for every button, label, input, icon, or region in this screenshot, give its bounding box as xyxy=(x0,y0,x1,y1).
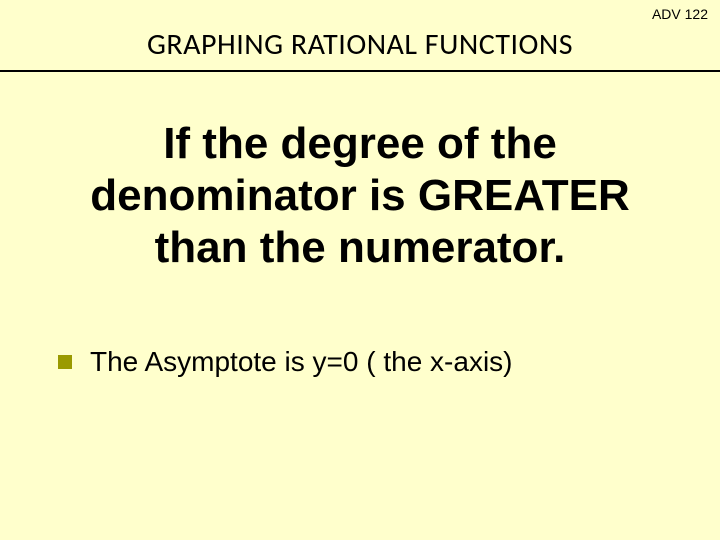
bullet-square-icon xyxy=(58,355,72,369)
main-statement: If the degree of the denominator is GREA… xyxy=(45,118,675,274)
bullet-text: The Asymptote is y=0 ( the x-axis) xyxy=(90,346,513,378)
page-title: GRAPHING RATIONAL FUNCTIONS xyxy=(0,26,720,63)
bullet-item: The Asymptote is y=0 ( the x-axis) xyxy=(58,346,513,378)
title-divider xyxy=(0,70,720,72)
course-code: ADV 122 xyxy=(652,6,708,22)
